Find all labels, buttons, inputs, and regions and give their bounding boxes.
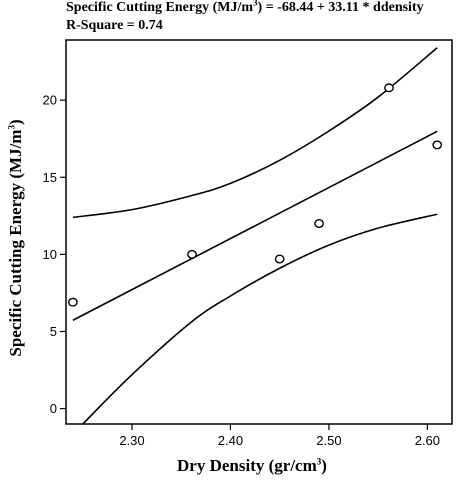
y-tick-label: 10 (43, 247, 57, 262)
data-point (384, 83, 394, 93)
x-axis-label: Dry Density (gr/cm3) (177, 456, 327, 475)
chart-title: Specific Cutting Energy (MJ/m3) = -68.44… (66, 0, 424, 15)
lower-confidence-band (82, 213, 438, 425)
data-point (314, 219, 324, 229)
y-tick-label: 15 (43, 170, 57, 185)
y-tick-label: 5 (50, 324, 57, 339)
data-point (432, 140, 443, 150)
y-axis-label: Specific Cutting Energy (MJ/m3) (6, 119, 25, 357)
upper-confidence-band (72, 47, 438, 219)
x-tick-label: 2.50 (316, 433, 341, 448)
plot-frame (65, 39, 453, 425)
data-point (274, 254, 285, 264)
x-tick-label: 2.40 (218, 433, 243, 448)
x-tick-label: 2.30 (119, 433, 144, 448)
data-point (187, 249, 197, 259)
regression-line (72, 130, 438, 321)
chart-subtitle: R-Square = 0.74 (66, 18, 163, 33)
data-point (67, 297, 78, 307)
y-tick-label: 20 (43, 93, 57, 108)
x-tick-label: 2.60 (415, 433, 440, 448)
y-tick-label: 0 (50, 401, 57, 416)
